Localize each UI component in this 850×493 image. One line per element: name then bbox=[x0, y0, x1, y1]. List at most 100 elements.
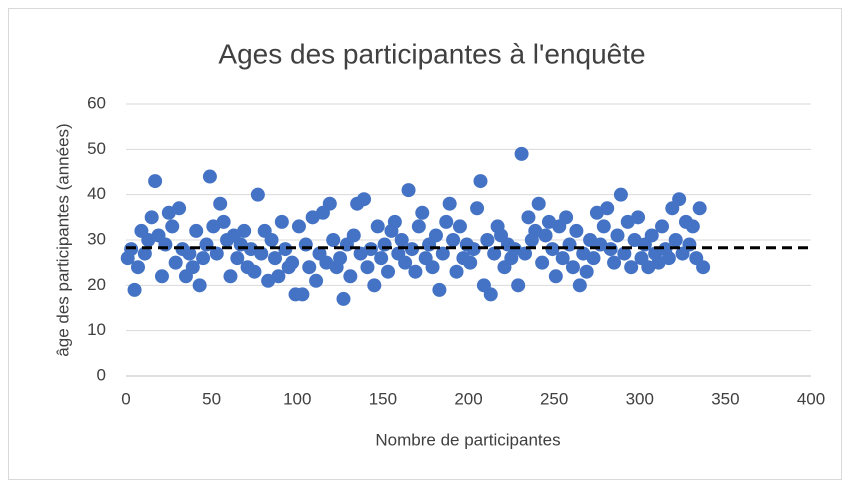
data-point bbox=[439, 214, 454, 229]
x-tick-label: 0 bbox=[121, 389, 130, 408]
y-axis-label: âge des participantes (années) bbox=[53, 123, 72, 356]
data-point bbox=[596, 219, 611, 234]
data-point bbox=[202, 169, 217, 184]
data-point bbox=[607, 255, 622, 270]
data-point bbox=[144, 210, 159, 225]
data-point bbox=[158, 237, 173, 252]
x-tick-label: 150 bbox=[369, 389, 397, 408]
data-point bbox=[610, 228, 625, 243]
data-point bbox=[579, 264, 594, 279]
data-point bbox=[333, 251, 348, 266]
data-point bbox=[655, 219, 670, 234]
data-point bbox=[394, 233, 409, 247]
data-point bbox=[559, 210, 574, 225]
data-point bbox=[278, 242, 293, 257]
data-point bbox=[425, 260, 440, 275]
chart-title: Ages des participantes à l'enquête bbox=[218, 38, 645, 69]
data-point bbox=[267, 251, 282, 266]
data-point bbox=[250, 187, 265, 202]
data-point bbox=[565, 260, 580, 275]
x-tick-label: 100 bbox=[283, 389, 311, 408]
data-point bbox=[432, 282, 447, 297]
data-point bbox=[428, 228, 443, 243]
data-point bbox=[548, 269, 563, 284]
data-point bbox=[370, 219, 385, 234]
x-axis-label: Nombre de participantes bbox=[375, 430, 560, 449]
data-point bbox=[511, 278, 526, 293]
data-point bbox=[692, 201, 707, 216]
data-point bbox=[569, 223, 584, 238]
x-tick-label: 200 bbox=[454, 389, 482, 408]
data-point bbox=[685, 219, 700, 234]
data-point bbox=[538, 228, 553, 243]
x-tick-label: 50 bbox=[202, 389, 221, 408]
data-point bbox=[435, 246, 450, 261]
data-point bbox=[148, 174, 163, 189]
data-point bbox=[387, 214, 402, 229]
data-point bbox=[360, 260, 375, 275]
data-point bbox=[668, 233, 683, 247]
data-point bbox=[346, 228, 361, 243]
data-point bbox=[644, 228, 659, 243]
data-point bbox=[381, 264, 396, 279]
data-point bbox=[631, 210, 646, 225]
data-point bbox=[401, 183, 416, 198]
data-point bbox=[223, 269, 238, 284]
data-point bbox=[617, 246, 632, 261]
data-point bbox=[247, 264, 262, 279]
x-tick-label: 350 bbox=[711, 389, 739, 408]
data-point bbox=[586, 251, 601, 266]
data-point bbox=[377, 237, 392, 252]
data-point bbox=[466, 242, 481, 257]
data-point bbox=[374, 251, 389, 266]
data-point bbox=[367, 278, 382, 293]
x-tick-label: 300 bbox=[626, 389, 654, 408]
data-point bbox=[336, 291, 351, 306]
data-point bbox=[408, 264, 423, 279]
data-point bbox=[514, 146, 529, 161]
data-point bbox=[600, 201, 615, 216]
data-point bbox=[127, 282, 142, 297]
data-point bbox=[521, 210, 536, 225]
data-point bbox=[411, 219, 426, 234]
data-point bbox=[182, 246, 197, 261]
data-point bbox=[343, 269, 358, 284]
data-point bbox=[357, 192, 372, 207]
data-point bbox=[480, 233, 495, 247]
data-point bbox=[518, 246, 533, 261]
data-point bbox=[415, 205, 430, 220]
data-point bbox=[463, 255, 478, 270]
data-point bbox=[326, 233, 341, 247]
data-point bbox=[295, 287, 310, 302]
data-point bbox=[168, 255, 183, 270]
data-point bbox=[487, 246, 502, 261]
data-point bbox=[130, 260, 145, 275]
y-tick-label: 40 bbox=[87, 184, 106, 203]
data-point bbox=[682, 237, 697, 252]
data-point bbox=[446, 233, 461, 247]
data-point bbox=[404, 242, 419, 257]
data-point bbox=[165, 219, 180, 234]
data-point bbox=[531, 196, 546, 211]
y-tick-label: 0 bbox=[97, 365, 106, 384]
data-point bbox=[185, 260, 200, 275]
y-tick-label: 60 bbox=[87, 93, 106, 112]
data-point bbox=[452, 219, 467, 234]
y-tick-label: 20 bbox=[87, 275, 106, 294]
data-point bbox=[398, 255, 413, 270]
data-point bbox=[322, 196, 337, 211]
data-point bbox=[237, 223, 252, 238]
data-point bbox=[137, 246, 152, 261]
data-point bbox=[483, 287, 498, 302]
y-tick-label: 30 bbox=[87, 229, 106, 248]
data-point bbox=[442, 196, 457, 211]
data-point bbox=[470, 201, 485, 216]
data-point bbox=[449, 264, 464, 279]
data-point bbox=[624, 260, 639, 275]
data-point bbox=[189, 223, 204, 238]
x-tick-label: 250 bbox=[540, 389, 568, 408]
data-point bbox=[309, 273, 324, 288]
data-point bbox=[271, 269, 286, 284]
data-point bbox=[696, 260, 711, 275]
